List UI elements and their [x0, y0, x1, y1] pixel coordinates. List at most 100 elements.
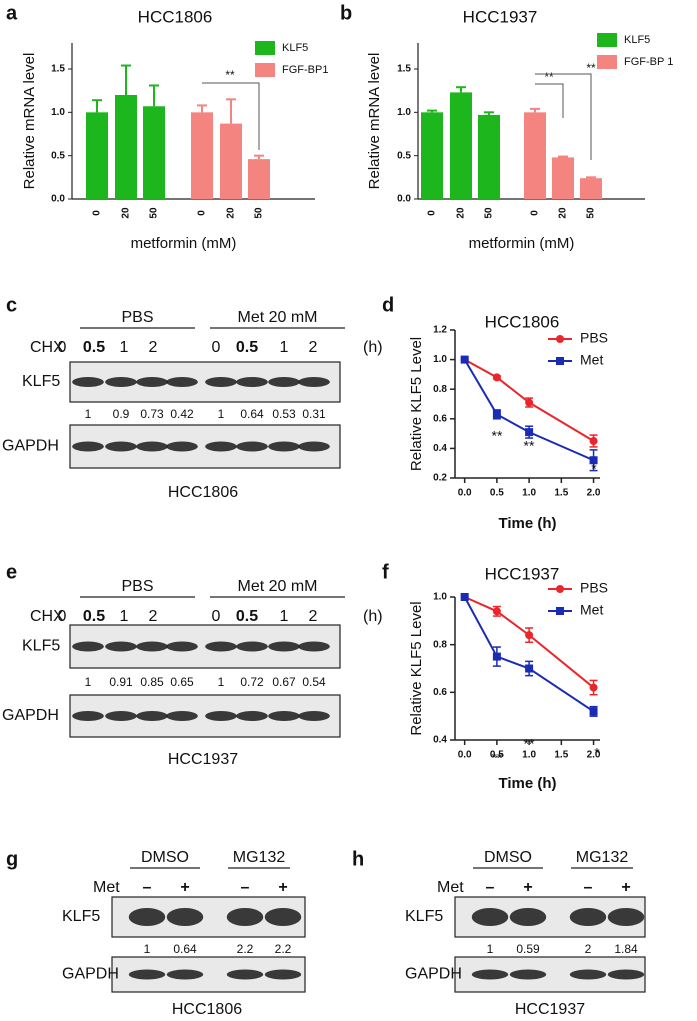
- lane-label: 2: [149, 608, 158, 625]
- legend-label: PBS: [580, 580, 608, 596]
- blot-band: [205, 641, 237, 652]
- blot-band: [236, 441, 268, 452]
- x-tick-label: 20: [456, 207, 467, 219]
- quantification: 0.67: [272, 675, 296, 689]
- legend-label: Met: [580, 602, 603, 618]
- point: [460, 593, 469, 601]
- blot-band: [268, 711, 300, 721]
- unit-label: (h): [363, 339, 383, 356]
- bar: [220, 123, 242, 199]
- blot-band: [268, 441, 300, 452]
- lane-label: 2: [309, 339, 318, 356]
- quantification: 2.2: [237, 942, 254, 956]
- quantification: 0.85: [140, 675, 164, 689]
- significance-label: **: [544, 70, 554, 84]
- blot-band: [226, 908, 264, 926]
- target-label: KLF5: [62, 908, 100, 925]
- group-label: MG132: [576, 849, 629, 866]
- panel-letter: g: [6, 848, 18, 870]
- cell-line: HCC1806: [172, 1001, 242, 1018]
- y-tick-label: 1.5: [397, 64, 411, 75]
- blot-band: [509, 969, 547, 980]
- quantification: 1: [85, 407, 92, 421]
- quantification: 2: [585, 942, 592, 956]
- bar: [580, 178, 602, 199]
- x-axis-label: metformin (mM): [469, 235, 575, 252]
- group-label: Met 20 mM: [237, 309, 317, 326]
- x-tick-label: 1.5: [554, 750, 568, 761]
- blot-band: [298, 441, 330, 452]
- group-label: PBS: [121, 578, 153, 595]
- bar: [421, 112, 443, 199]
- blot-band: [205, 441, 237, 452]
- x-axis-label: Time (h): [498, 515, 556, 532]
- series-line: [463, 596, 595, 713]
- legend-label: KLF5: [624, 34, 650, 46]
- lane-label: 0.5: [83, 339, 105, 356]
- blot-band: [166, 441, 198, 452]
- point: [492, 410, 501, 419]
- chart-title: HCC1937: [463, 7, 538, 26]
- blot-band: [236, 711, 268, 721]
- group-label: Met 20 mM: [237, 578, 317, 595]
- y-tick-label: 1.0: [433, 354, 447, 365]
- blot-band: [264, 908, 302, 926]
- point: [525, 664, 534, 673]
- y-axis-label: Relative KLF5 Level: [408, 601, 425, 735]
- bar: [478, 114, 500, 199]
- lane-label: 1: [280, 339, 289, 356]
- quantification: 1: [218, 407, 225, 421]
- blot-band: [509, 908, 547, 926]
- blot-band: [128, 908, 166, 926]
- panel-letter: e: [6, 561, 17, 583]
- panel-letter: a: [6, 2, 18, 24]
- significance-label: *: [594, 745, 600, 761]
- blot-band: [298, 377, 330, 387]
- quantification: 1: [487, 942, 494, 956]
- point: [492, 373, 501, 382]
- quantification: 0.54: [302, 675, 326, 689]
- significance-label: **: [225, 68, 235, 82]
- x-tick-label: 1.0: [522, 488, 536, 499]
- unit-label: (h): [363, 608, 383, 625]
- point: [525, 631, 534, 640]
- lane-label: +: [278, 879, 287, 896]
- blot-band: [72, 441, 104, 452]
- lane-label: –: [143, 879, 152, 896]
- blot-band: [166, 711, 198, 721]
- group-label: MG132: [233, 849, 286, 866]
- quantification: 0.64: [240, 407, 264, 421]
- blot-band: [136, 441, 168, 452]
- x-tick-label: 0: [92, 210, 103, 216]
- point: [525, 428, 534, 437]
- lane-label: +: [523, 879, 532, 896]
- quantification: 1.84: [614, 942, 638, 956]
- blot-band: [166, 377, 198, 387]
- x-tick-label: 50: [586, 207, 597, 219]
- blot-band: [166, 969, 204, 980]
- series-line: [464, 358, 595, 442]
- point: [589, 437, 598, 445]
- row-label: CHX: [30, 608, 64, 625]
- target-label: KLF5: [22, 373, 60, 390]
- legend-label: FGF-BP 1: [624, 56, 673, 68]
- legend-marker: [556, 607, 564, 615]
- y-tick-label: 1.0: [51, 107, 65, 118]
- y-tick-label: 0.6: [433, 687, 447, 698]
- lane-label: 0: [58, 339, 67, 356]
- bar: [143, 106, 165, 199]
- y-axis-label: Relative mRNA level: [366, 53, 383, 190]
- blot-band: [471, 908, 509, 926]
- panel-letter: b: [340, 2, 352, 24]
- legend-label: KLF5: [282, 42, 308, 54]
- lane-label: 0: [212, 339, 221, 356]
- target-label: KLF5: [22, 638, 60, 655]
- significance-label: **: [524, 438, 535, 454]
- x-tick-label: 0: [530, 210, 541, 216]
- blot-band: [166, 908, 204, 926]
- y-tick-label: 0.0: [51, 194, 65, 205]
- control-label: GAPDH: [405, 966, 462, 983]
- y-tick-label: 1.0: [397, 107, 411, 118]
- x-axis-label: Time (h): [498, 775, 556, 792]
